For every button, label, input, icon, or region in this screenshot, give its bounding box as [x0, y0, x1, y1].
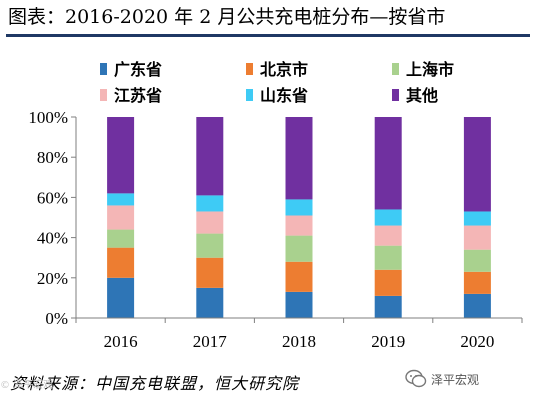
bar-2017-series-3: [196, 211, 224, 234]
x-tick-label-3: 2019: [371, 332, 405, 351]
bar-2020-series-5: [463, 117, 491, 212]
legend-swatch-1: [246, 63, 253, 75]
bar-2020-series-3: [463, 225, 491, 250]
bar-2016-series-0: [107, 277, 135, 318]
bar-2018-series-0: [285, 291, 313, 318]
bar-2018-series-3: [285, 215, 313, 236]
bar-2018-series-5: [285, 117, 313, 200]
bar-2020-series-1: [463, 271, 491, 294]
legend-swatch-3: [100, 89, 107, 101]
bar-2020-series-0: [463, 293, 491, 318]
legend-swatch-5: [392, 89, 399, 101]
source-note: 资料来源：中国充电联盟，恒大研究院: [10, 374, 300, 393]
bar-2020-series-4: [463, 211, 491, 226]
bar-2019-series-1: [374, 269, 402, 296]
legend-label-1: 北京市: [260, 60, 308, 79]
legend-label-5: 其他: [406, 86, 438, 105]
bar-2020-series-2: [463, 249, 491, 272]
legend-label-0: 广东省: [114, 60, 162, 79]
title-underline: [6, 34, 530, 37]
bar-2017-series-1: [196, 257, 224, 288]
y-tick-label-5: 100%: [28, 108, 68, 127]
bar-2018-series-4: [285, 199, 313, 216]
watermark: 泽平宏观: [405, 368, 479, 390]
bar-2017-series-4: [196, 195, 224, 212]
bar-2017-series-0: [196, 287, 224, 318]
bar-2017-series-2: [196, 233, 224, 258]
legend-label-2: 上海市: [406, 60, 454, 79]
chart-title: 图表：2016-2020 年 2 月公共充电桩分布—按省市: [8, 6, 446, 28]
y-tick-label-1: 20%: [37, 269, 68, 288]
bar-2016-series-3: [107, 205, 135, 230]
wechat-icon: [405, 369, 427, 388]
bar-2018-series-2: [285, 235, 313, 262]
bar-2019-series-5: [374, 117, 402, 210]
bar-2018-series-1: [285, 261, 313, 292]
bar-2016-series-4: [107, 193, 135, 206]
bar-2019-series-2: [374, 245, 402, 270]
legend-swatch-4: [246, 89, 253, 101]
y-tick-label-4: 80%: [37, 148, 68, 167]
legend-label-3: 江苏省: [114, 86, 162, 105]
legend-swatch-2: [392, 63, 399, 75]
bar-2019-series-3: [374, 225, 402, 246]
legend-label-4: 山东省: [260, 86, 308, 105]
bar-2017-series-5: [196, 117, 224, 196]
bar-2019-series-0: [374, 295, 402, 318]
x-tick-label-0: 2016: [104, 332, 138, 351]
y-tick-label-3: 60%: [37, 188, 68, 207]
bar-2016-series-1: [107, 247, 135, 278]
watermark-text: 泽平宏观: [431, 372, 480, 387]
left-watermark: © 泽平宏观: [0, 380, 54, 391]
y-tick-label-2: 40%: [37, 229, 68, 248]
legend-swatch-0: [100, 63, 107, 75]
bar-2016-series-5: [107, 117, 135, 194]
x-tick-label-1: 2017: [193, 332, 228, 351]
bar-2019-series-4: [374, 209, 402, 226]
x-tick-label-4: 2020: [460, 332, 494, 351]
bar-2016-series-2: [107, 229, 135, 248]
x-tick-label-2: 2018: [282, 332, 316, 351]
y-tick-label-0: 0%: [45, 309, 68, 328]
